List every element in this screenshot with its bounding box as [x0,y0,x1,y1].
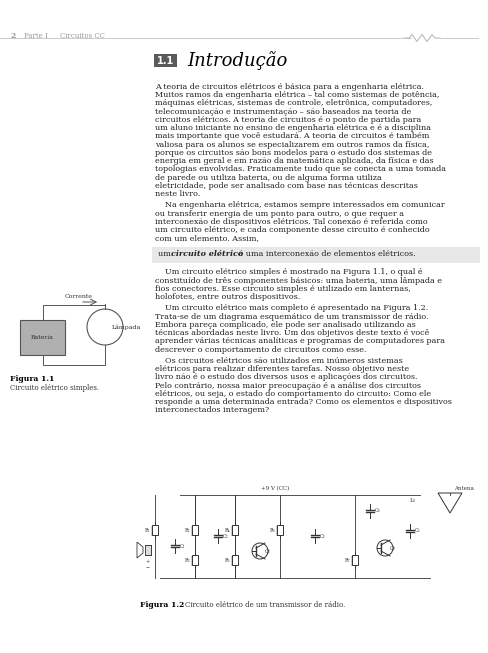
Text: um circuito elétrico, e cada componente desse circuito é conhecido: um circuito elétrico, e cada componente … [155,226,429,234]
Text: ou transferir energia de um ponto para outro, o que requer a: ou transferir energia de um ponto para o… [155,210,403,217]
Text: Antena: Antena [453,486,473,491]
Text: Lâmpada: Lâmpada [112,325,141,330]
Text: energia em geral e em razão da matemática aplicada, da física e das: energia em geral e em razão da matemátic… [155,157,433,165]
Text: máquinas elétricas, sistemas de controle, eletrônica, computadores,: máquinas elétricas, sistemas de controle… [155,99,431,108]
Text: Introdução: Introdução [186,51,287,70]
Text: Q₂: Q₂ [389,545,395,550]
Bar [192,525,198,535]
Bar [20,320,65,355]
Text: R₁: R₁ [144,528,150,532]
Text: Trata-se de um diagrama esquemático de um transmissor de rádio.: Trata-se de um diagrama esquemático de u… [155,313,427,321]
Text: R₇: R₇ [344,558,349,562]
Text: Figura 1.2: Figura 1.2 [140,601,184,609]
Text: R₃: R₃ [184,558,190,562]
Text: Corrente: Corrente [65,294,93,299]
Text: um aluno iniciante no ensino de engenharia elétrica e é a disciplina: um aluno iniciante no ensino de engenhar… [155,124,430,132]
Bar [152,525,158,535]
Text: Bateria: Bateria [31,335,54,340]
Text: elétricos, ou seja, o estado do comportamento do circuito: Como ele: elétricos, ou seja, o estado do comporta… [155,390,430,398]
Text: interconectados interagem?: interconectados interagem? [155,406,269,414]
Text: 1.1: 1.1 [157,56,174,65]
Text: C₃: C₃ [319,534,325,539]
Text: interconexão de dispositivos elétricos. Tal conexão é referida como: interconexão de dispositivos elétricos. … [155,218,427,226]
Text: Na engenharia elétrica, estamos sempre interessados em comunicar: Na engenharia elétrica, estamos sempre i… [155,201,444,210]
Text: +9 V (CC): +9 V (CC) [260,486,288,491]
Text: Circuito elétrico de um transmissor de rádio.: Circuito elétrico de um transmissor de r… [184,601,345,609]
Text: A teoria de circuitos elétricos é básica para a engenharia elétrica.: A teoria de circuitos elétricos é básica… [155,83,423,91]
Bar [135,483,484,593]
Text: circuito elétrico: circuito elétrico [171,251,243,259]
Text: constituído de três componentes básicos: uma bateria, uma lâmpada e: constituído de três componentes básicos:… [155,277,441,285]
Text: R₂: R₂ [184,528,190,532]
Bar [192,555,198,565]
Bar [276,525,283,535]
Text: Muitos ramos da engenharia elétrica – tal como sistemas de potência,: Muitos ramos da engenharia elétrica – ta… [155,91,439,99]
Text: holofotes, entre outros dispositivos.: holofotes, entre outros dispositivos. [155,293,300,301]
Text: um: um [158,251,173,259]
Text: R₅: R₅ [224,558,229,562]
Text: +
−: + − [145,559,150,570]
Text: eletricidade, pode ser analisado com base nas técnicas descritas: eletricidade, pode ser analisado com bas… [155,182,417,190]
Text: elétricos para realizar diferentes tarefas. Nosso objetivo neste: elétricos para realizar diferentes taref… [155,365,408,373]
Text: livro não é o estudo dos diversos usos e aplicações dos circuitos.: livro não é o estudo dos diversos usos e… [155,374,417,381]
Text: Circuitos CC: Circuitos CC [60,32,104,40]
Text: 2: 2 [10,32,15,40]
Text: com um elemento. Assim,: com um elemento. Assim, [155,234,259,242]
Text: valiosa para os alunos se especializarem em outros ramos da física,: valiosa para os alunos se especializarem… [155,140,428,149]
Text: aprender várias técnicas analíticas e programas de computadores para: aprender várias técnicas analíticas e pr… [155,338,444,345]
Text: de parede ou utiliza bateria, ou de alguma forma utiliza: de parede ou utiliza bateria, ou de algu… [155,174,381,182]
Text: fios conectores. Esse circuito simples é utilizado em lanternas,: fios conectores. Esse circuito simples é… [155,285,410,293]
Text: C₁: C₁ [180,543,185,549]
Text: mais importante que você estudará. A teoria de circuitos é também: mais importante que você estudará. A teo… [155,133,428,140]
Text: Um circuito elétrico mais completo é apresentado na Figura 1.2.: Um circuito elétrico mais completo é apr… [155,304,427,312]
Text: L₀: L₀ [409,498,415,503]
Text: é uma interconexão de elementos elétricos.: é uma interconexão de elementos elétrico… [236,251,415,259]
Text: porque os circuitos são bons modelos para o estudo dos sistemas de: porque os circuitos são bons modelos par… [155,149,431,157]
Text: Os circuitos elétricos são utilizados em inúmeros sistemas: Os circuitos elétricos são utilizados em… [155,357,402,365]
Text: R₄: R₄ [224,528,229,532]
Text: R₆: R₆ [269,528,274,532]
Bar [154,54,177,67]
Text: Pelo contrário, nossa maior preocupação é a análise dos circuitos: Pelo contrário, nossa maior preocupação … [155,381,420,390]
Bar [231,555,238,565]
Text: topologias envolvidas. Praticamente tudo que se conecta a uma tomada: topologias envolvidas. Praticamente tudo… [155,165,445,173]
Text: C₆: C₆ [374,509,380,513]
Text: Circuito elétrico simples.: Circuito elétrico simples. [10,384,99,392]
Text: C₅: C₅ [414,528,420,534]
Text: C₂: C₂ [223,534,228,539]
Text: descrever o comportamento de circuitos como esse.: descrever o comportamento de circuitos c… [155,345,366,354]
Bar [145,545,151,555]
Text: telecomunicação e instrumentação – são baseados na teoria de: telecomunicação e instrumentação – são b… [155,108,410,116]
Text: Figura 1.1: Figura 1.1 [10,375,54,383]
Text: Parte I: Parte I [24,32,48,40]
Text: neste livro.: neste livro. [155,190,200,198]
Text: Q₁: Q₁ [264,549,270,554]
Text: Um circuito elétrico simples é mostrado na Figura 1.1, o qual é: Um circuito elétrico simples é mostrado … [155,268,422,276]
Text: circuitos elétricos. A teoria de circuitos é o ponto de partida para: circuitos elétricos. A teoria de circuit… [155,116,420,124]
Text: Embora pareça complicado, ele pode ser analisado utilizando as: Embora pareça complicado, ele pode ser a… [155,321,415,329]
Text: técnicas abordadas neste livro. Um dos objetivos deste texto é você: técnicas abordadas neste livro. Um dos o… [155,329,428,337]
Bar [351,555,357,565]
Bar [152,247,479,263]
Bar [231,525,238,535]
Text: responde a uma determinada entrada? Como os elementos e dispositivos: responde a uma determinada entrada? Como… [155,398,451,406]
